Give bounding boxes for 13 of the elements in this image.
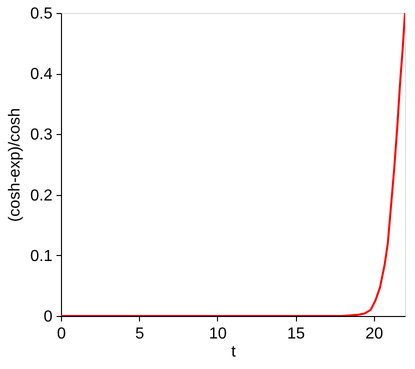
y-tick-label: 0.5: [30, 6, 53, 22]
y-tick-label: 0.4: [30, 66, 53, 84]
x-tick-label: 0: [57, 326, 66, 342]
x-tick-label: 5: [135, 326, 144, 342]
y-tick-label: 0.2: [30, 187, 53, 204]
y-tick-label: 0: [44, 308, 53, 326]
y-tick-label: 0.3: [30, 126, 53, 144]
y-axis-title: (cosh-exp)/cosh: [6, 108, 24, 222]
x-tick-label: 20: [365, 326, 384, 342]
x-axis-title: t: [231, 344, 236, 360]
y-tick-label: 0.1: [30, 248, 53, 265]
x-tick-label: 15: [287, 326, 306, 342]
x-tick-label: 10: [208, 326, 227, 342]
